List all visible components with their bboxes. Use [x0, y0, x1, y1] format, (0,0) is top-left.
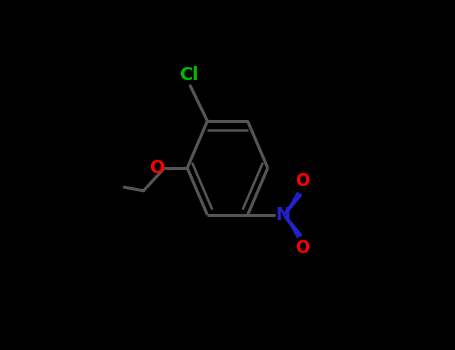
- Text: O: O: [295, 239, 310, 258]
- Text: N: N: [276, 206, 291, 224]
- Text: O: O: [149, 159, 165, 177]
- Text: Cl: Cl: [179, 66, 198, 84]
- Text: O: O: [295, 173, 310, 190]
